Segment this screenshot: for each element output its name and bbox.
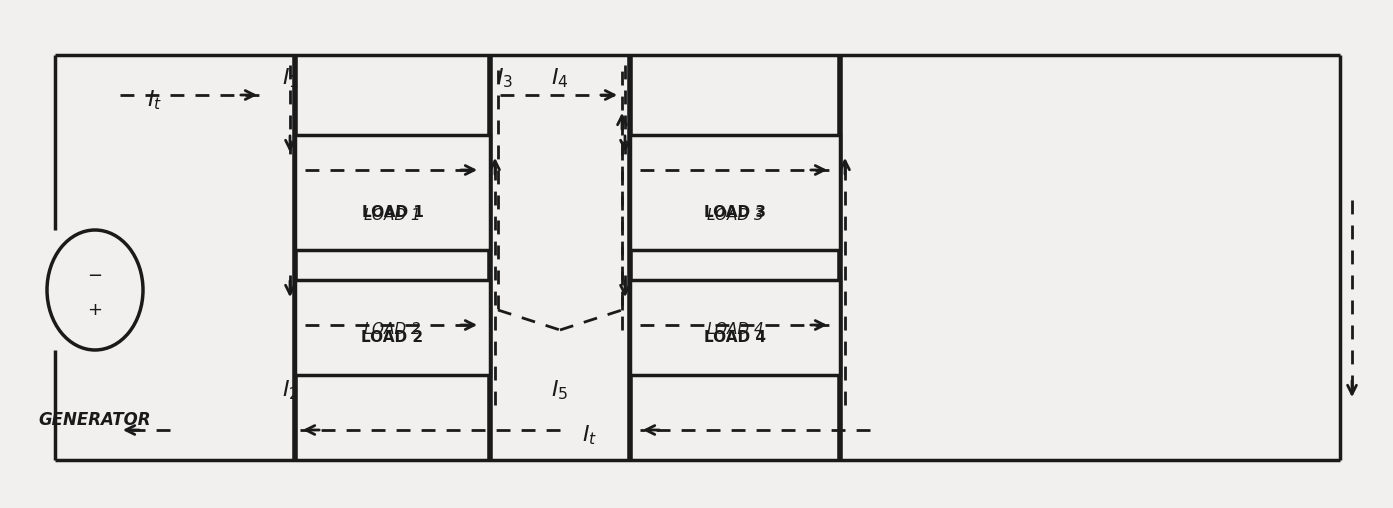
Text: $I_t$: $I_t$ xyxy=(148,88,163,112)
Bar xyxy=(630,280,840,375)
Text: LOAD 4: LOAD 4 xyxy=(706,323,763,337)
Text: LOAD 2: LOAD 2 xyxy=(361,330,423,345)
Text: $I_4$: $I_4$ xyxy=(552,66,568,90)
Text: LOAD 2: LOAD 2 xyxy=(364,323,421,337)
Ellipse shape xyxy=(47,230,143,350)
Text: $-$: $-$ xyxy=(88,265,103,283)
Bar xyxy=(630,135,840,250)
Text: LOAD 1: LOAD 1 xyxy=(362,205,423,220)
Text: LOAD 4: LOAD 4 xyxy=(703,330,766,345)
Text: $I_3$: $I_3$ xyxy=(496,66,514,90)
Text: LOAD 1: LOAD 1 xyxy=(364,207,421,223)
Text: GENERATOR: GENERATOR xyxy=(39,411,152,429)
Text: $I_2$: $I_2$ xyxy=(281,378,298,402)
Text: $I_t$: $I_t$ xyxy=(582,423,598,447)
Text: $I_5$: $I_5$ xyxy=(552,378,568,402)
Text: LOAD 3: LOAD 3 xyxy=(703,205,766,220)
Text: LOAD 3: LOAD 3 xyxy=(706,207,763,223)
Bar xyxy=(295,135,490,250)
Text: $+$: $+$ xyxy=(88,301,103,319)
Bar xyxy=(295,280,490,375)
Text: $I_1$: $I_1$ xyxy=(281,66,298,90)
